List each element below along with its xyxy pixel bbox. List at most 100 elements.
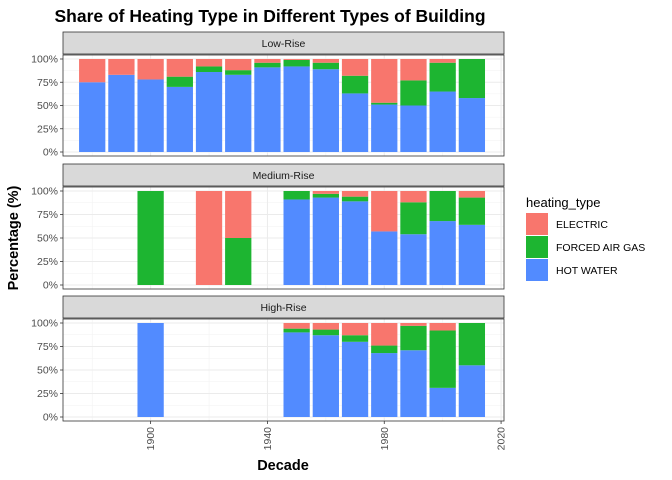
bar-low-rise-1920-electric xyxy=(195,59,223,67)
facet-high-rise: High-Rise 0% 25% 50% 75% 100% xyxy=(31,295,505,424)
facet-strip-medium-rise xyxy=(62,163,505,187)
bar-low-rise-1950-electric xyxy=(283,59,310,60)
bar-high-rise-1990-hot-water xyxy=(400,350,427,417)
bar-high-rise-1980-forced-air-gas xyxy=(371,345,398,354)
facet-medium-rise: Medium-Rise 0% 25% 50% 75% 100% xyxy=(31,163,505,292)
bar-high-rise-1950-electric xyxy=(283,323,310,329)
bar-low-rise-1950-forced-air-gas xyxy=(283,59,310,67)
facet-strip-label: High-Rise xyxy=(260,302,306,314)
y-tick-label: 100% xyxy=(31,54,58,66)
x-tick-label: 2020 xyxy=(496,427,508,451)
y-tick-label: 50% xyxy=(37,233,58,245)
bar-medium-rise-2000-forced-air-gas xyxy=(429,191,456,222)
bar-low-rise-1970-hot-water xyxy=(341,93,369,152)
bar-low-rise-1930-forced-air-gas xyxy=(225,70,252,75)
bar-medium-rise-1950-hot-water xyxy=(283,199,310,285)
bar-high-rise-1950-hot-water xyxy=(283,332,310,417)
y-tick-label: 25% xyxy=(37,123,58,135)
bar-low-rise-1900-electric xyxy=(137,59,164,80)
legend-label: HOT WATER xyxy=(556,265,618,277)
legend-swatch-electric xyxy=(526,213,548,235)
bar-medium-rise-2010-electric xyxy=(458,191,486,198)
bar-medium-rise-1960-hot-water xyxy=(312,197,339,285)
chart-title: Share of Heating Type in Different Types… xyxy=(54,6,485,26)
bar-high-rise-1970-hot-water xyxy=(341,341,369,417)
bar-low-rise-1980-hot-water xyxy=(371,104,398,152)
bar-low-rise-1910-electric xyxy=(166,59,193,77)
y-tick-label: 0% xyxy=(43,412,58,424)
facet-panels: Low-Rise 0% 25% 50% 75% 100% Medium-Rise 0% 25% 5… xyxy=(31,31,505,424)
legend-swatch-hot-water xyxy=(526,259,548,281)
bar-low-rise-2000-electric xyxy=(429,59,456,63)
x-tick-label: 1980 xyxy=(379,427,391,451)
bar-high-rise-1960-forced-air-gas xyxy=(312,329,339,336)
facet-strip-high-rise xyxy=(62,295,505,319)
bar-low-rise-1880-electric xyxy=(79,59,106,83)
y-tick-label: 75% xyxy=(37,341,58,353)
legend-label: ELECTRIC xyxy=(556,219,608,231)
bar-medium-rise-1980-electric xyxy=(371,191,398,232)
bar-high-rise-2000-electric xyxy=(429,323,456,331)
bar-low-rise-1910-forced-air-gas xyxy=(166,76,193,87)
facet-strip-label: Low-Rise xyxy=(262,38,306,50)
bar-low-rise-1950-hot-water xyxy=(283,66,310,152)
x-tick-label: 1900 xyxy=(145,427,157,451)
bar-low-rise-1920-forced-air-gas xyxy=(195,66,223,73)
bar-medium-rise-1980-hot-water xyxy=(371,231,398,285)
bar-low-rise-1890-hot-water xyxy=(108,74,135,152)
y-tick-label: 100% xyxy=(31,318,58,330)
bar-high-rise-1980-hot-water xyxy=(371,353,398,417)
bar-low-rise-1900-hot-water xyxy=(137,79,164,152)
bars-high-rise xyxy=(137,323,486,417)
y-axis-title: Percentage (%) xyxy=(6,185,22,290)
y-tick-label: 0% xyxy=(43,280,58,292)
bar-medium-rise-1990-forced-air-gas xyxy=(400,202,427,235)
bar-medium-rise-1970-hot-water xyxy=(341,201,369,285)
y-tick-label: 25% xyxy=(37,256,58,268)
bar-low-rise-1970-forced-air-gas xyxy=(341,75,369,94)
bar-low-rise-1990-forced-air-gas xyxy=(400,80,427,106)
bar-high-rise-1990-electric xyxy=(400,323,427,326)
bar-high-rise-2010-hot-water xyxy=(458,365,486,417)
bar-high-rise-1980-electric xyxy=(371,323,398,346)
bar-medium-rise-1960-forced-air-gas xyxy=(312,193,339,198)
bar-low-rise-1980-electric xyxy=(371,59,398,103)
bar-low-rise-1940-forced-air-gas xyxy=(254,62,281,68)
bar-high-rise-1990-forced-air-gas xyxy=(400,325,427,351)
legend: heating_type ELECTRIC FORCED AIR GAS HOT W… xyxy=(526,195,645,281)
x-axis: 1900 1940 1980 2020 xyxy=(145,421,508,451)
bar-low-rise-1930-hot-water xyxy=(225,74,252,152)
x-tick-label: 1940 xyxy=(262,427,274,451)
bar-medium-rise-1930-forced-air-gas xyxy=(225,238,252,285)
bar-high-rise-2010-forced-air-gas xyxy=(458,323,486,366)
x-axis-title: Decade xyxy=(257,458,309,474)
bar-high-rise-1970-forced-air-gas xyxy=(341,335,369,342)
bar-high-rise-1950-forced-air-gas xyxy=(283,328,310,333)
bar-medium-rise-1960-electric xyxy=(312,191,339,194)
bar-low-rise-1930-electric xyxy=(225,59,252,71)
bar-medium-rise-1970-electric xyxy=(341,191,369,197)
bar-low-rise-1960-hot-water xyxy=(312,69,339,152)
bar-high-rise-2000-forced-air-gas xyxy=(429,330,456,388)
bar-low-rise-2000-forced-air-gas xyxy=(429,62,456,92)
bar-medium-rise-1900-forced-air-gas xyxy=(137,191,164,285)
y-tick-label: 25% xyxy=(37,388,58,400)
y-tick-label: 75% xyxy=(37,77,58,89)
bar-medium-rise-1950-forced-air-gas xyxy=(283,191,310,200)
legend-label: FORCED AIR GAS xyxy=(556,242,645,254)
y-tick-label: 50% xyxy=(37,365,58,377)
legend-title: heating_type xyxy=(526,195,600,210)
bar-high-rise-1900-hot-water xyxy=(137,323,164,417)
bar-medium-rise-2000-hot-water xyxy=(429,221,456,285)
bar-medium-rise-1930-electric xyxy=(225,191,252,238)
legend-swatch-forced-air-gas xyxy=(526,236,548,258)
bar-low-rise-1940-electric xyxy=(254,59,281,63)
y-tick-label: 75% xyxy=(37,209,58,221)
bar-low-rise-1940-hot-water xyxy=(254,67,281,152)
bar-medium-rise-1920-electric xyxy=(195,191,223,285)
y-tick-label: 100% xyxy=(31,186,58,198)
bar-low-rise-1910-hot-water xyxy=(166,86,193,152)
bar-high-rise-1970-electric xyxy=(341,323,369,336)
bar-low-rise-1920-hot-water xyxy=(195,72,223,152)
